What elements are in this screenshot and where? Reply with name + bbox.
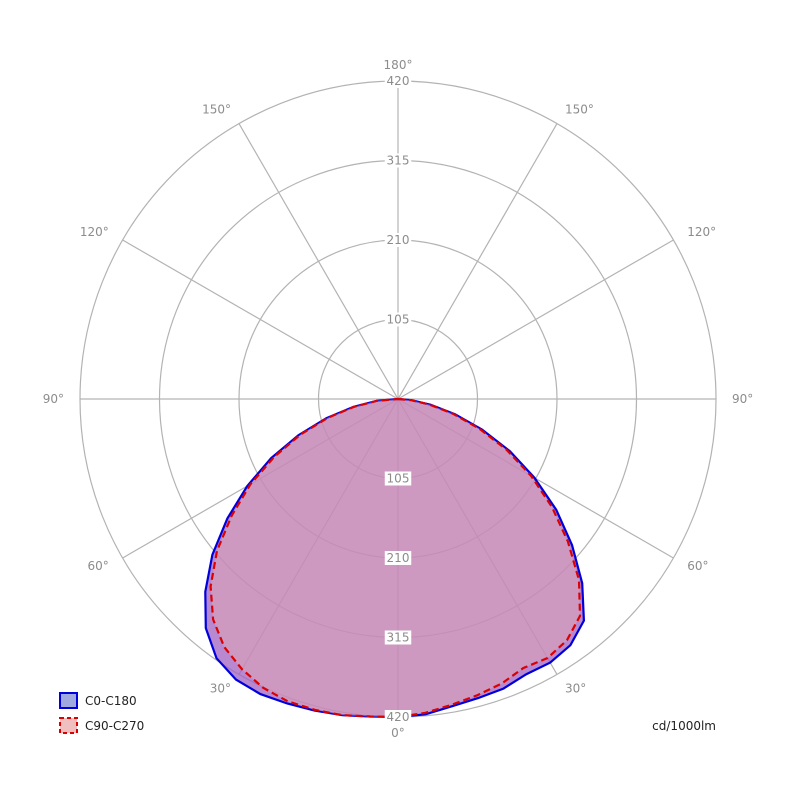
angle-label-150-left: 150° (202, 103, 231, 117)
ring-label-420-lower: 420 (387, 710, 410, 724)
angle-label-120-right: 120° (687, 225, 716, 239)
ring-label-bg (384, 153, 412, 168)
ring-label-105-upper: 105 (387, 313, 410, 327)
angle-label-150-right: 150° (565, 103, 594, 117)
legend-swatch-c0-c180 (59, 692, 78, 709)
ring-label-bg (384, 630, 412, 645)
angle-label-60-left: 60° (87, 559, 108, 573)
angle-label-60-right: 60° (687, 559, 708, 573)
legend-label-c0-c180: C0-C180 (85, 694, 137, 708)
angle-label-90-right: 90° (732, 392, 753, 406)
ring-label-bg (384, 233, 412, 247)
ring-label-bg (384, 710, 412, 724)
ring-label-bg (384, 74, 412, 88)
ring-label-420-upper: 420 (387, 74, 410, 88)
angle-label-180-right: 180° (384, 58, 413, 72)
label-layer: 105 105 210 210 315 315 420 420 0° 30° 30° 60° 60° 90… (43, 58, 754, 740)
ring-label-105-lower: 105 (387, 472, 410, 486)
ring-label-315-lower: 315 (387, 631, 410, 645)
angle-label-120-left: 120° (80, 225, 109, 239)
ring-label-210-lower: 210 (387, 551, 410, 565)
unit-label: cd/1000lm (652, 719, 716, 733)
ring-label-bg (384, 312, 412, 327)
angle-label-0-right: 0° (391, 726, 405, 740)
ring-label-315-upper: 315 (387, 154, 410, 168)
legend-swatch-c90-c270 (59, 717, 78, 734)
ring-label-bg (384, 471, 412, 486)
ring-label-210-upper: 210 (387, 233, 410, 247)
angle-label-30-right: 30° (565, 681, 586, 695)
ring-label-bg (384, 551, 412, 565)
legend: C0-C180 C90-C270 (59, 692, 144, 734)
legend-label-c90-c270: C90-C270 (85, 719, 144, 733)
angle-label-30-left: 30° (210, 681, 231, 695)
angle-label-90-left: 90° (43, 392, 64, 406)
